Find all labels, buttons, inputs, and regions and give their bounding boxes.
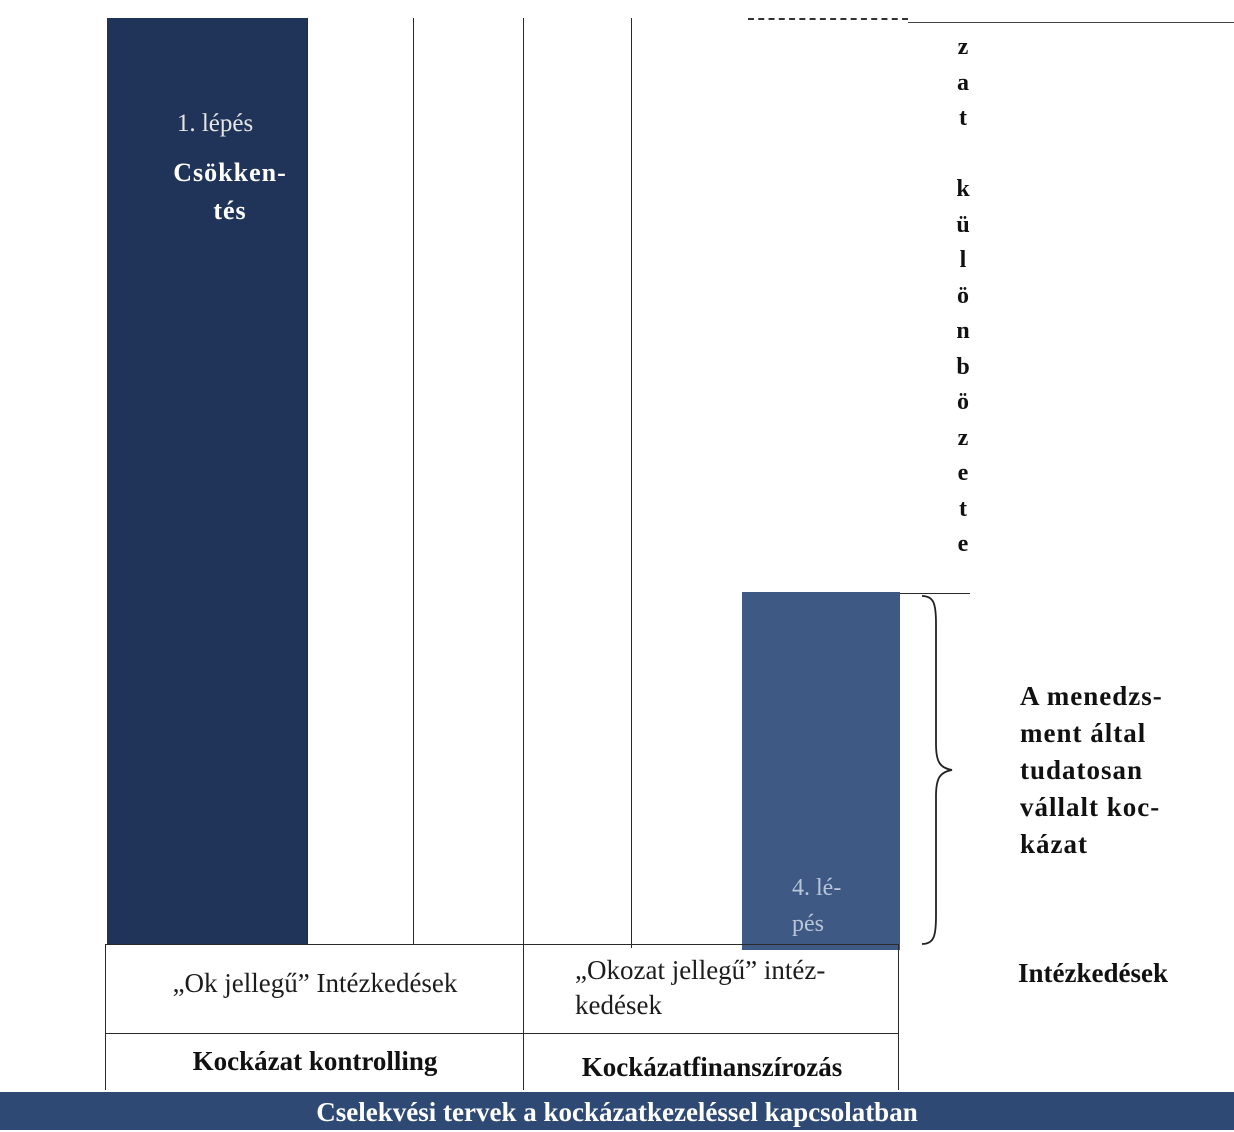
vertical-letter: k (956, 176, 970, 202)
column-divider-2 (413, 18, 414, 944)
footer-title: Cselekvési tervek a kockázatkezeléssel k… (0, 1092, 1234, 1130)
vertical-letter: e (957, 460, 969, 486)
category-right: Kockázatfinanszírozás (581, 1052, 843, 1082)
top-right-edge-line (908, 22, 1234, 23)
curly-brace-icon (921, 595, 953, 945)
categories-row (105, 1033, 899, 1090)
vertical-letter: a (957, 69, 969, 96)
measures-right-line2: kedések (575, 990, 662, 1020)
vertical-letter: ö (957, 389, 969, 415)
vertical-letter: e (957, 531, 969, 557)
measures-divider (523, 944, 524, 1090)
step1-number: 1. lépés (176, 110, 254, 137)
vertical-letter: z (957, 424, 969, 451)
vertical-letter: ö (957, 282, 969, 309)
column-divider-3 (523, 18, 524, 948)
step4-top-line (900, 593, 970, 594)
measures-left: „Ok jellegű” Intézkedések (172, 968, 458, 998)
step4-bar (742, 592, 900, 950)
vertical-letter: ü (956, 211, 970, 238)
brace-note-line: kázat (1020, 829, 1088, 859)
step1-name-line2: tés (213, 196, 247, 225)
step4-label-line2: pés (792, 911, 824, 937)
brace-note-line: ment által (1020, 718, 1147, 748)
brace-note: A menedzs- ment által tudatosan vállalt … (1020, 678, 1220, 863)
vertical-letter: t (959, 105, 967, 131)
vertical-text: z a t k ü l ö n b ö z e t e (948, 30, 978, 563)
brace-note-line: vállalt koc- (1020, 792, 1161, 822)
category-left: Kockázat kontrolling (192, 1046, 438, 1076)
step1-name-line1: Csökken- (173, 158, 287, 187)
vertical-letter: t (959, 495, 967, 522)
step4-label-line1: 4. lé- (792, 875, 842, 901)
vertical-letter: b (956, 353, 970, 380)
measures-side-label: Intézkedések (1018, 958, 1168, 988)
step1-bar (107, 18, 307, 944)
vertical-letter (948, 137, 978, 173)
vertical-letter: l (959, 247, 967, 273)
top-edge-line (748, 18, 908, 20)
vertical-letter: z (957, 34, 969, 60)
brace-note-line: A menedzs- (1020, 681, 1163, 711)
measures-right-line1: „Okozat jellegű” intéz- (575, 955, 826, 985)
brace-note-line: tudatosan (1020, 755, 1144, 785)
column-divider-4 (631, 18, 632, 948)
vertical-letter: n (956, 318, 970, 344)
column-divider-1 (307, 18, 308, 944)
measures-row (105, 944, 899, 1034)
